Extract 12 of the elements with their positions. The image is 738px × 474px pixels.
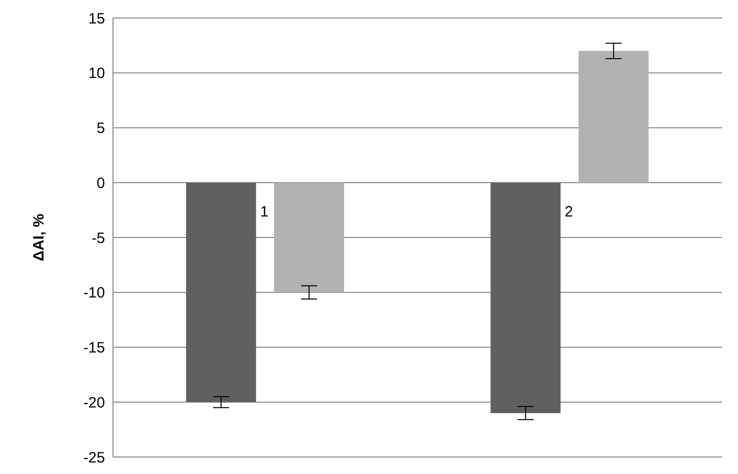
annotation: 2 [564, 204, 573, 221]
y-tick-label: 15 [88, 10, 105, 28]
y-tick-label: 10 [88, 65, 105, 82]
y-tick-label: -10 [83, 284, 105, 302]
y-tick-label: -15 [83, 340, 105, 357]
annotation: 1 [260, 204, 268, 221]
y-tick-label: -5 [92, 230, 105, 247]
y-tick-label: 0 [96, 174, 105, 192]
y-axis-title: ΔAI, % [30, 214, 48, 262]
y-tick-label: -25 [83, 449, 105, 466]
y-tick-label: -20 [83, 394, 105, 412]
y-tick-label: 5 [96, 120, 105, 138]
